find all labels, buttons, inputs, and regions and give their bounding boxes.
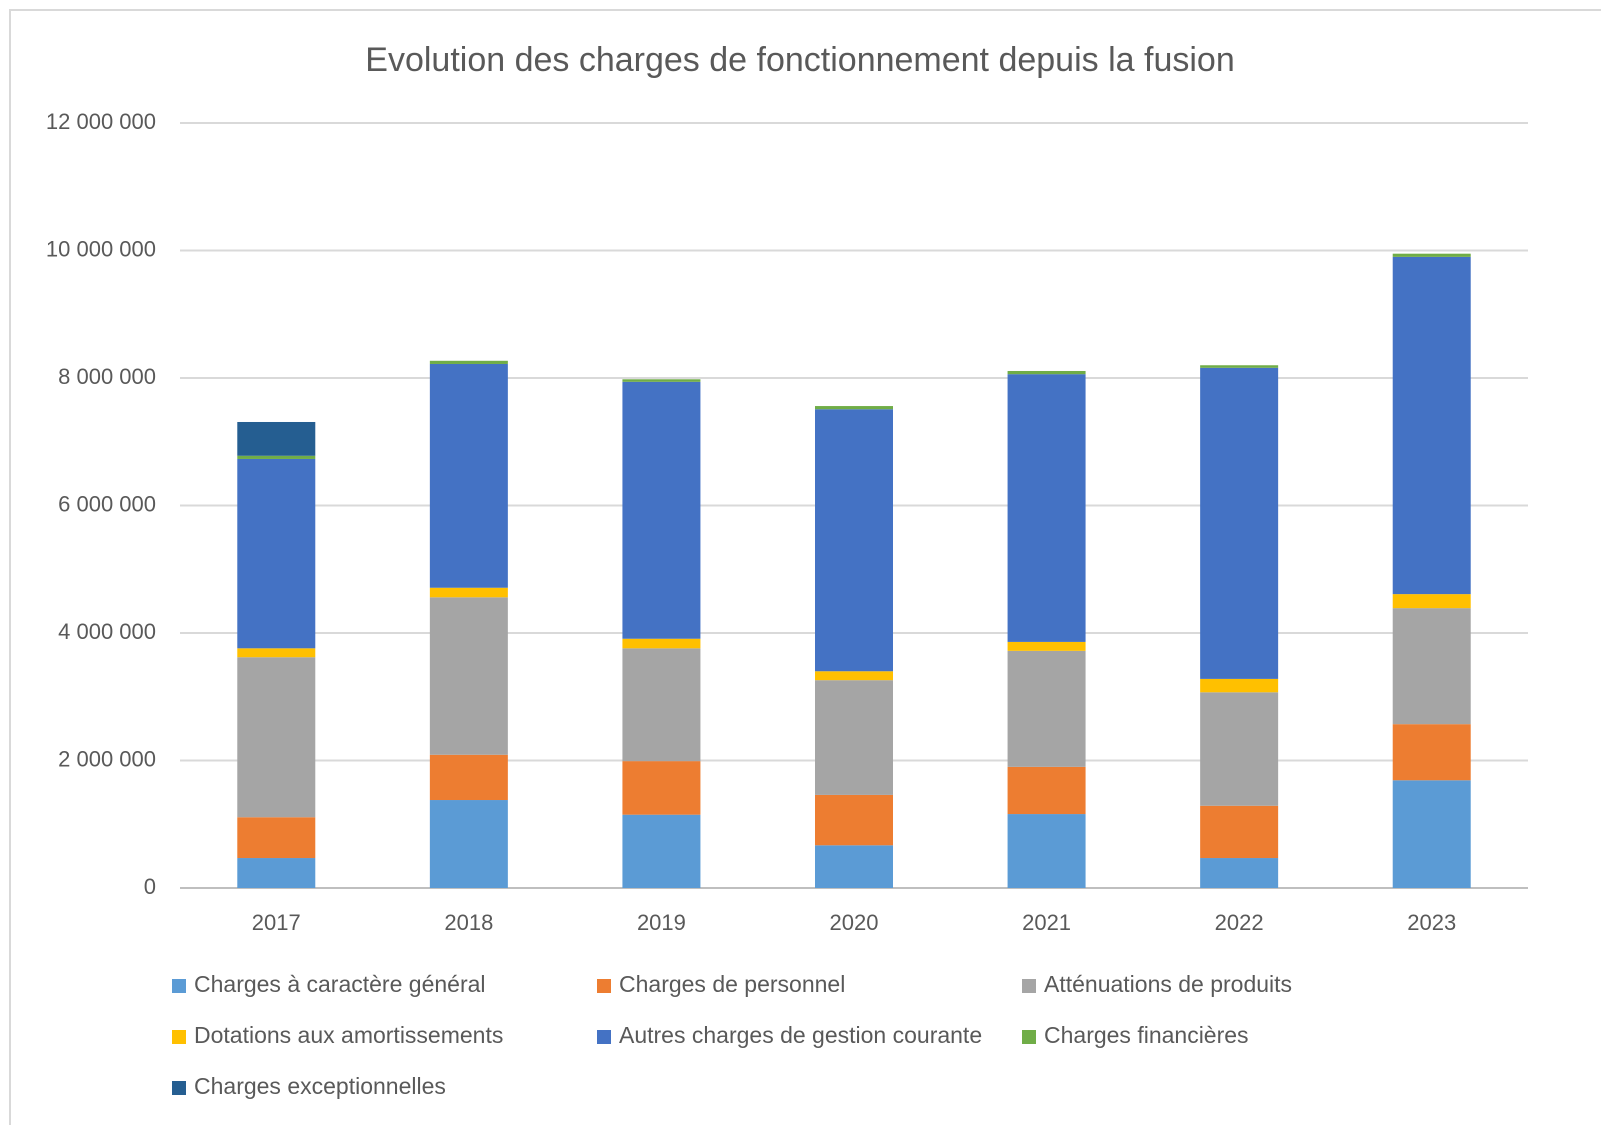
x-tick-label: 2018 [444, 910, 493, 935]
bar-segment [622, 638, 701, 649]
bar-segment [1392, 608, 1471, 725]
bar-segment [1007, 370, 1086, 375]
bar-segment [237, 858, 316, 888]
y-tick-label: 0 [144, 874, 156, 899]
y-tick-label: 4 000 000 [58, 619, 156, 644]
x-tick-label: 2019 [637, 910, 686, 935]
legend-label: Atténuations de produits [1044, 971, 1292, 997]
y-tick-label: 10 000 000 [46, 236, 156, 261]
legend-label: Charges de personnel [619, 971, 845, 997]
bar-segment [622, 648, 701, 762]
x-tick-label: 2022 [1215, 910, 1264, 935]
bar-segment [1200, 678, 1279, 693]
bar-segment [429, 360, 508, 364]
bar-segment [429, 363, 508, 588]
bar-segment [1200, 365, 1279, 368]
legend-label: Autres charges de gestion courante [619, 1022, 982, 1048]
legend-swatch [597, 1030, 611, 1044]
bar-segment [815, 794, 893, 846]
chart-title: Evolution des charges de fonctionnement … [365, 41, 1234, 79]
bar-segment [1200, 858, 1279, 888]
legend-swatch [597, 979, 611, 993]
bar-segment [1200, 692, 1279, 806]
bar-segment [237, 817, 316, 859]
bar-segment [815, 680, 893, 795]
bar-segment [1392, 594, 1471, 609]
bar-segment [1007, 814, 1086, 888]
bar-segment [429, 754, 508, 801]
legend-swatch [1022, 979, 1036, 993]
bar-segment [1200, 805, 1279, 859]
bar-segment [237, 657, 316, 818]
legend-swatch [1022, 1030, 1036, 1044]
x-tick-label: 2017 [252, 910, 301, 935]
bar-segment [1392, 256, 1471, 595]
bar-segment [1007, 374, 1086, 642]
bar-segment [622, 381, 701, 639]
bar-segment [622, 814, 701, 888]
bar-segment [815, 406, 893, 410]
x-tick-label: 2021 [1022, 910, 1071, 935]
bar-segment [429, 587, 508, 598]
x-tick-label: 2020 [830, 910, 879, 935]
bar-segment [1392, 253, 1471, 257]
bar-segment [622, 379, 701, 382]
legend-swatch [172, 979, 186, 993]
bar-segment [622, 761, 701, 815]
bar-segment [1007, 650, 1086, 767]
legend-swatch [172, 1030, 186, 1044]
bar-segment [815, 671, 893, 681]
bar-segment [1392, 780, 1471, 888]
legend-label: Charges exceptionnelles [194, 1073, 446, 1099]
bar-segment [815, 845, 893, 888]
x-tick-label: 2023 [1407, 910, 1456, 935]
bar-segment [237, 455, 316, 459]
bar-segment [237, 648, 316, 658]
bar-segment [1007, 766, 1086, 815]
legend-label: Charges à caractère général [194, 971, 486, 997]
bar-segment [237, 421, 316, 456]
bar-segment [237, 458, 316, 649]
bar-segment [1200, 367, 1279, 679]
y-tick-label: 8 000 000 [58, 364, 156, 389]
legend-label: Charges financières [1044, 1022, 1249, 1048]
y-tick-label: 12 000 000 [46, 109, 156, 134]
bar-segment [1392, 724, 1471, 781]
legend-label: Dotations aux amortissements [194, 1022, 503, 1048]
y-tick-label: 2 000 000 [58, 746, 156, 771]
bar-segment [429, 800, 508, 888]
bar-segment [1007, 641, 1086, 651]
bar-segment [815, 409, 893, 672]
legend-swatch [172, 1081, 186, 1095]
bar-segment [429, 597, 508, 755]
y-tick-label: 6 000 000 [58, 491, 156, 516]
